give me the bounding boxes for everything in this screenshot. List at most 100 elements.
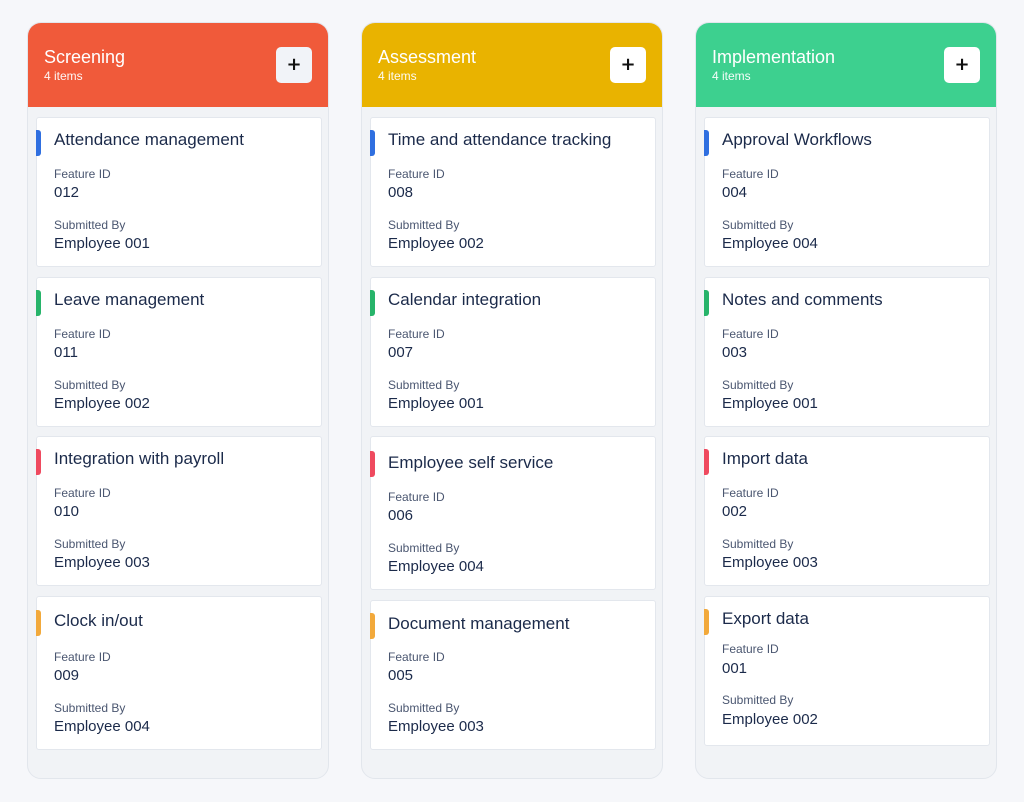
submitted-by-label: Submitted By	[54, 537, 126, 551]
submitted-by-label: Submitted By	[388, 218, 460, 232]
feature-card[interactable]: Calendar integration Feature ID 007 Subm…	[370, 277, 656, 427]
submitted-by-label: Submitted By	[54, 701, 126, 715]
priority-indicator	[370, 290, 375, 316]
feature-id-value: 003	[722, 344, 748, 361]
submitted-by-value: Employee 002	[54, 395, 150, 412]
card-title: Export data	[722, 609, 809, 628]
card-title: Attendance management	[54, 130, 244, 149]
column-header: Implementation 4 items +	[696, 23, 996, 107]
card-title: Calendar integration	[388, 290, 542, 309]
column-screening: Screening 4 items + Attendance managemen…	[27, 22, 329, 779]
card-title: Employee self service	[388, 453, 554, 472]
feature-card[interactable]: Attendance management Feature ID 012 Sub…	[36, 117, 322, 267]
feature-card[interactable]: Clock in/out Feature ID 009 Submitted By…	[36, 596, 322, 750]
column-implementation: Implementation 4 items + Approval Workfl…	[695, 22, 997, 779]
submitted-by-value: Employee 001	[54, 235, 150, 252]
feature-card[interactable]: Import data Feature ID 002 Submitted By …	[704, 436, 990, 586]
feature-card[interactable]: Leave management Feature ID 011 Submitte…	[36, 277, 322, 427]
feature-id-label: Feature ID	[722, 167, 779, 181]
submitted-by-value: Employee 004	[54, 718, 150, 735]
feature-id-value: 008	[388, 184, 414, 201]
feature-id-label: Feature ID	[722, 327, 779, 341]
feature-id-label: Feature ID	[388, 327, 445, 341]
card-title: Clock in/out	[54, 611, 143, 630]
column-assessment: Assessment 4 items + Time and attendance…	[361, 22, 663, 779]
submitted-by-value: Employee 002	[722, 711, 818, 728]
column-item-count: 4 items	[44, 69, 83, 83]
submitted-by-value: Employee 004	[722, 235, 818, 252]
feature-id-value: 010	[54, 503, 80, 520]
feature-id-label: Feature ID	[388, 650, 445, 664]
priority-indicator	[704, 290, 709, 316]
submitted-by-value: Employee 001	[722, 395, 818, 412]
submitted-by-label: Submitted By	[54, 218, 126, 232]
priority-indicator	[36, 610, 41, 636]
feature-id-label: Feature ID	[54, 327, 111, 341]
priority-indicator	[36, 290, 41, 316]
feature-id-value: 005	[388, 667, 414, 684]
feature-card[interactable]: Document management Feature ID 005 Submi…	[370, 600, 656, 750]
card-title: Leave management	[54, 290, 205, 309]
feature-id-label: Feature ID	[54, 650, 111, 664]
feature-id-label: Feature ID	[722, 486, 779, 500]
priority-indicator	[36, 449, 41, 475]
priority-indicator	[36, 130, 41, 156]
feature-id-value: 001	[722, 660, 748, 677]
submitted-by-label: Submitted By	[388, 541, 460, 555]
card-title: Document management	[388, 614, 570, 633]
feature-card[interactable]: Approval Workflows Feature ID 004 Submit…	[704, 117, 990, 267]
card-title: Approval Workflows	[722, 130, 872, 149]
priority-indicator	[704, 449, 709, 475]
priority-indicator	[370, 613, 375, 639]
column-header: Screening 4 items +	[28, 23, 328, 107]
feature-card[interactable]: Export data Feature ID 001 Submitted By …	[704, 596, 990, 746]
feature-id-label: Feature ID	[54, 486, 111, 500]
submitted-by-label: Submitted By	[722, 693, 794, 707]
feature-id-value: 009	[54, 667, 80, 684]
submitted-by-label: Submitted By	[388, 378, 460, 392]
kanban-board: Screening 4 items + Attendance managemen…	[27, 22, 997, 779]
column-title: Screening	[44, 47, 126, 67]
priority-indicator	[370, 130, 375, 156]
priority-indicator	[370, 451, 375, 477]
submitted-by-label: Submitted By	[722, 537, 794, 551]
add-item-button[interactable]: +	[944, 47, 980, 83]
feature-card[interactable]: Employee self service Feature ID 006 Sub…	[370, 436, 656, 590]
feature-card[interactable]: Time and attendance tracking Feature ID …	[370, 117, 656, 267]
feature-id-value: 002	[722, 503, 748, 520]
add-item-button[interactable]: +	[610, 47, 646, 83]
card-title: Time and attendance tracking	[388, 130, 612, 149]
feature-id-value: 011	[54, 344, 78, 361]
submitted-by-value: Employee 003	[54, 554, 150, 571]
submitted-by-value: Employee 001	[388, 395, 484, 412]
card-title: Import data	[722, 449, 808, 468]
feature-id-value: 007	[388, 344, 414, 361]
feature-id-value: 004	[722, 184, 748, 201]
submitted-by-value: Employee 003	[388, 718, 484, 735]
card-title: Integration with payroll	[54, 449, 225, 468]
feature-id-value: 012	[54, 184, 80, 201]
priority-indicator	[704, 609, 709, 635]
column-header: Assessment 4 items +	[362, 23, 662, 107]
submitted-by-label: Submitted By	[722, 378, 794, 392]
card-title: Notes and comments	[722, 290, 883, 309]
feature-id-label: Feature ID	[722, 642, 779, 656]
submitted-by-label: Submitted By	[722, 218, 794, 232]
submitted-by-value: Employee 002	[388, 235, 484, 252]
column-title: Implementation	[712, 47, 836, 67]
feature-id-label: Feature ID	[388, 167, 445, 181]
feature-id-label: Feature ID	[54, 167, 111, 181]
column-title: Assessment	[378, 47, 477, 67]
feature-card[interactable]: Notes and comments Feature ID 003 Submit…	[704, 277, 990, 427]
feature-id-label: Feature ID	[388, 490, 445, 504]
priority-indicator	[704, 130, 709, 156]
submitted-by-label: Submitted By	[388, 701, 460, 715]
submitted-by-value: Employee 004	[388, 558, 484, 575]
submitted-by-label: Submitted By	[54, 378, 126, 392]
feature-id-value: 006	[388, 507, 414, 524]
column-item-count: 4 items	[378, 69, 417, 83]
submitted-by-value: Employee 003	[722, 554, 818, 571]
feature-card[interactable]: Integration with payroll Feature ID 010 …	[36, 436, 322, 586]
column-item-count: 4 items	[712, 69, 751, 83]
add-item-button[interactable]: +	[276, 47, 312, 83]
